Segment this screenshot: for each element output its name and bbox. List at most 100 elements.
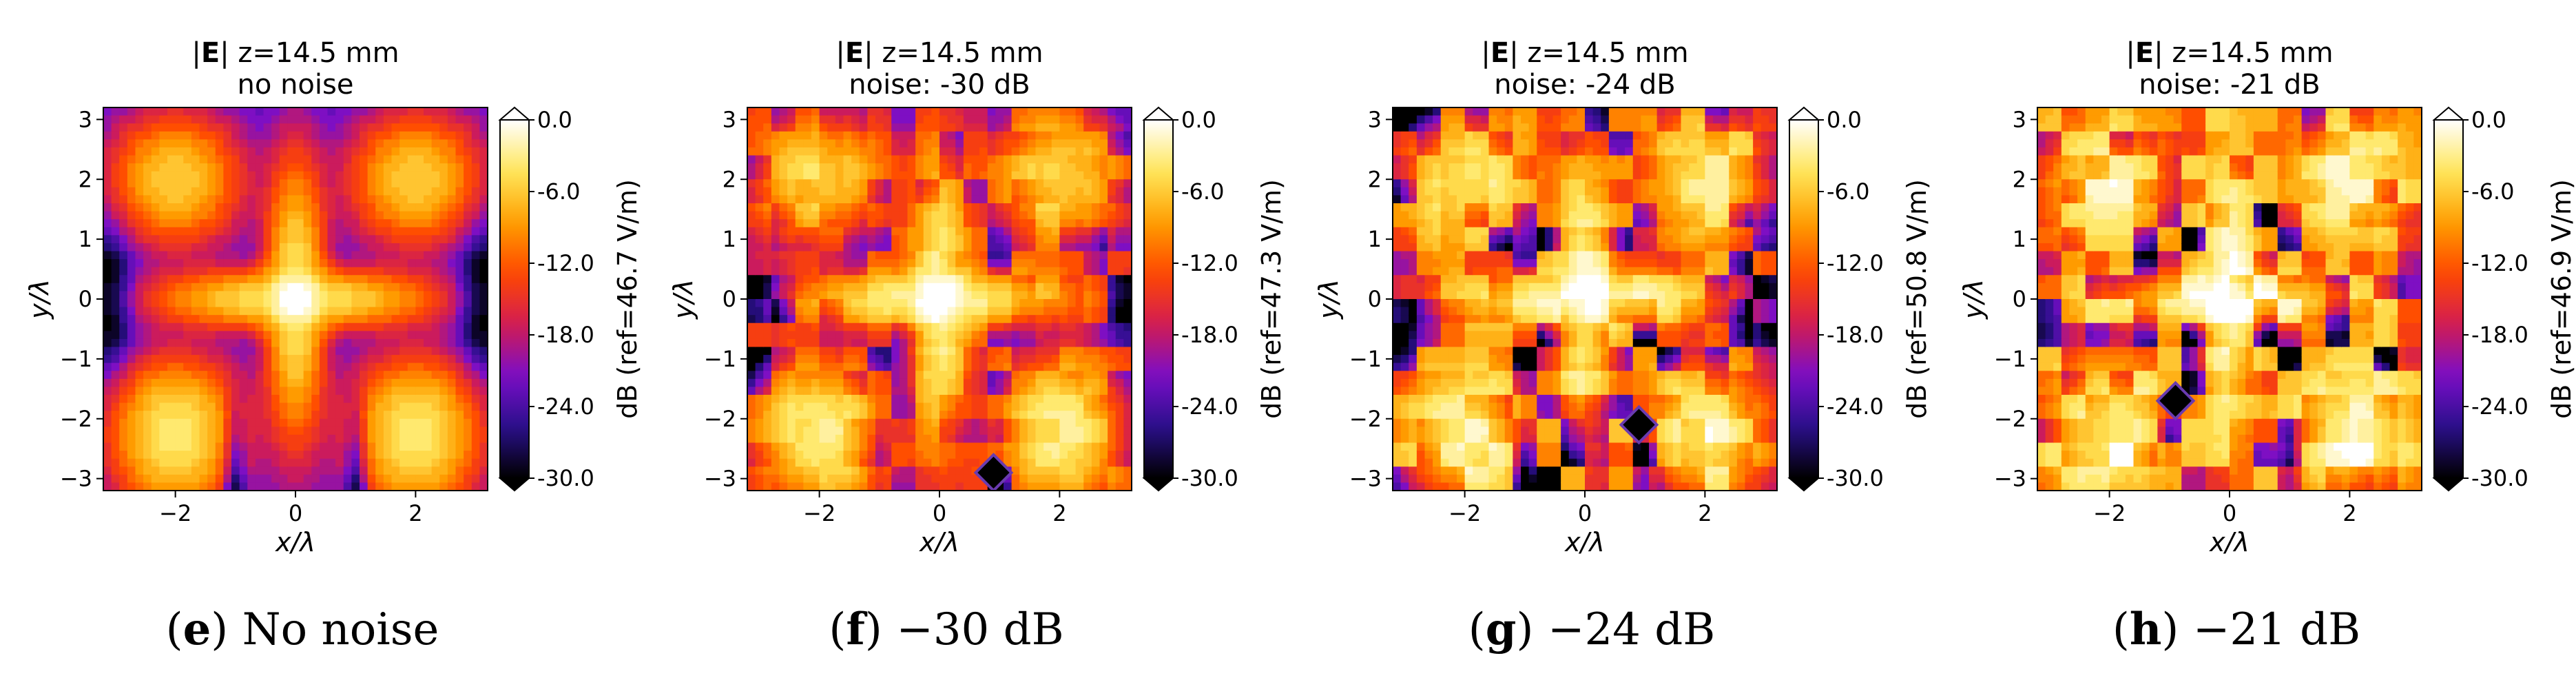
heatmap-cell xyxy=(1115,282,1125,292)
heatmap-cell xyxy=(1059,115,1068,124)
heatmap-cell xyxy=(987,355,997,364)
heatmap-cell xyxy=(183,427,192,435)
heatmap-cell xyxy=(907,139,916,148)
heatmap-cell xyxy=(367,107,377,116)
heatmap-cell xyxy=(279,267,289,276)
heatmap-cell xyxy=(231,331,240,340)
heatmap-cell xyxy=(1004,211,1012,220)
heatmap-cell xyxy=(191,171,200,181)
heatmap-cell xyxy=(787,442,796,451)
heatmap-cell xyxy=(827,139,836,148)
heatmap-cell xyxy=(939,179,948,188)
heatmap-cell xyxy=(779,411,788,420)
heatmap-cell xyxy=(851,355,860,364)
heatmap-cell xyxy=(835,347,844,356)
heatmap-cell xyxy=(360,322,368,332)
heatmap-cell xyxy=(867,434,876,444)
heatmap-cell xyxy=(327,259,336,268)
heatmap-cell xyxy=(1091,107,1101,116)
heatmap-cell xyxy=(239,355,249,364)
heatmap-cell xyxy=(175,474,185,484)
heatmap-cell xyxy=(1099,147,1108,156)
heatmap-cell xyxy=(287,442,296,451)
heatmap-cell xyxy=(1068,267,1077,276)
heatmap-cell xyxy=(431,267,441,276)
heatmap-cell xyxy=(447,355,457,364)
heatmap-cell xyxy=(239,131,249,141)
heatmap-cell xyxy=(1416,179,1426,188)
heatmap-cell xyxy=(135,163,144,172)
heatmap-cell xyxy=(1091,378,1101,388)
heatmap-cell xyxy=(223,219,232,228)
heatmap-cell xyxy=(1019,418,1028,428)
heatmap-cell xyxy=(183,282,192,292)
heatmap-cell xyxy=(755,355,765,364)
heatmap-cell xyxy=(1075,171,1085,181)
heatmap-cell xyxy=(955,434,964,444)
heatmap-cell xyxy=(1091,187,1101,196)
heatmap-cell xyxy=(327,371,336,380)
heatmap-cell xyxy=(971,267,980,276)
heatmap-cell xyxy=(979,451,988,460)
heatmap-cell xyxy=(215,418,225,428)
heatmap-cell xyxy=(835,402,844,411)
heatmap-cell xyxy=(279,123,289,132)
heatmap-cell xyxy=(763,243,772,252)
heatmap-cell xyxy=(803,427,812,435)
heatmap-cell xyxy=(271,434,280,444)
heatmap-cell xyxy=(471,259,481,268)
heatmap-cell xyxy=(407,482,417,491)
heatmap-cell xyxy=(255,243,264,252)
heatmap-cell xyxy=(343,243,353,252)
heatmap-cell xyxy=(1409,402,1417,411)
heatmap-cell xyxy=(343,179,353,188)
heatmap-cell xyxy=(875,251,884,260)
heatmap-cell xyxy=(239,427,249,435)
heatmap-cell xyxy=(351,387,360,395)
heatmap-cell xyxy=(795,179,804,188)
heatmap-cell xyxy=(191,179,200,188)
heatmap-cell xyxy=(431,203,441,212)
heatmap-cell xyxy=(947,235,957,244)
heatmap-cell xyxy=(923,338,933,348)
heatmap-cell xyxy=(747,179,756,188)
heatmap-cell xyxy=(747,227,756,236)
heatmap-cell xyxy=(1108,458,1116,468)
heatmap-cell xyxy=(223,267,232,276)
heatmap-cell xyxy=(239,299,249,308)
heatmap-cell xyxy=(447,434,457,444)
heatmap-cell xyxy=(151,322,160,332)
heatmap-cell xyxy=(335,123,344,132)
heatmap-cell xyxy=(399,251,408,260)
heatmap-cell xyxy=(979,139,988,148)
heatmap-cell xyxy=(1083,355,1092,364)
heatmap-cell xyxy=(747,235,756,244)
heatmap-cell xyxy=(391,331,400,340)
heatmap-cell xyxy=(407,139,417,148)
heatmap-cell xyxy=(111,442,121,451)
heatmap-cell xyxy=(327,411,336,420)
heatmap-cell xyxy=(479,203,488,212)
heatmap-cell xyxy=(1075,338,1085,348)
heatmap-cell xyxy=(343,442,353,451)
heatmap-cell xyxy=(971,251,980,260)
heatmap-cell xyxy=(223,139,232,148)
heatmap-cell xyxy=(471,451,481,460)
heatmap-cell xyxy=(987,291,997,300)
heatmap-cell xyxy=(399,307,408,316)
heatmap-cell xyxy=(287,131,296,141)
heatmap-cell xyxy=(207,259,216,268)
heatmap-cell xyxy=(971,442,980,451)
heatmap-cell xyxy=(415,187,424,196)
heatmap-cell xyxy=(883,387,893,395)
heatmap-cell xyxy=(223,131,232,141)
heatmap-cell xyxy=(447,243,457,252)
heatmap-cell xyxy=(1068,315,1077,324)
heatmap-cell xyxy=(1043,347,1052,356)
heatmap-cell xyxy=(931,243,940,252)
heatmap-cell xyxy=(119,331,128,340)
heatmap-cell xyxy=(1068,474,1077,484)
heatmap-cell xyxy=(923,427,933,435)
heatmap-cell xyxy=(279,219,289,228)
heatmap-cell xyxy=(1004,131,1012,141)
